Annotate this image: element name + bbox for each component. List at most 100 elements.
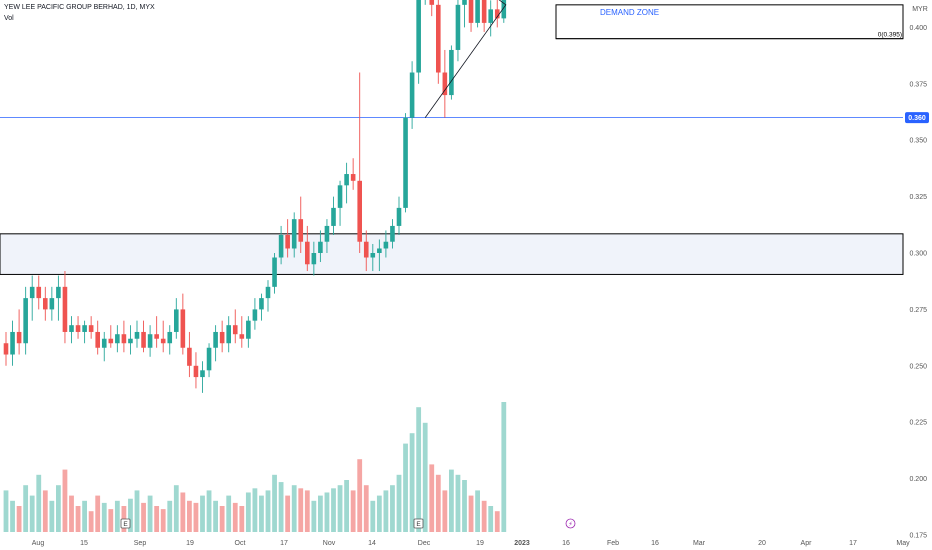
volume-bar <box>272 474 277 532</box>
candle-body <box>160 338 166 344</box>
currency-label: MYR <box>912 6 928 13</box>
volume-bar <box>173 485 179 532</box>
x-axis-tick: 19 <box>476 540 484 547</box>
volume-bar <box>29 495 35 532</box>
candle-body <box>357 180 362 242</box>
volume-bar <box>82 500 87 532</box>
candle-body <box>141 331 146 348</box>
volume-bar <box>49 500 55 532</box>
y-axis-tick: 0.300 <box>909 251 927 258</box>
volume-bar <box>318 495 323 532</box>
x-axis-tick: 17 <box>849 540 857 547</box>
volume-bar <box>350 490 356 532</box>
volume-label: Vol <box>4 15 14 22</box>
y-axis-tick: 0.175 <box>909 533 927 540</box>
candle-body <box>318 241 323 253</box>
volume-bar <box>311 500 317 532</box>
event-marker-label: E <box>123 521 128 528</box>
candle-body <box>232 325 238 335</box>
candle-body <box>49 298 55 310</box>
x-axis-tick: Apr <box>801 540 813 547</box>
volume-bar <box>298 488 304 532</box>
volume-bar <box>396 474 402 532</box>
y-axis-tick: 0.375 <box>909 81 927 88</box>
volume-bar <box>442 490 448 532</box>
candle-body <box>115 334 120 344</box>
event-marker-label: E <box>416 521 421 528</box>
volume-bar <box>337 485 343 532</box>
candle-body <box>134 331 140 339</box>
volume-bar <box>331 488 336 532</box>
candle-body <box>265 286 271 299</box>
candle-body <box>442 72 448 96</box>
candle-body <box>370 253 376 258</box>
candle-body <box>344 174 349 186</box>
candle-body <box>462 0 467 5</box>
candle-body <box>121 334 127 344</box>
volume-bar <box>422 422 428 532</box>
dividend-marker-icon <box>565 518 576 529</box>
candle-body <box>239 334 245 339</box>
chart-title: YEW LEE PACIFIC GROUP BERHAD, 1D, MYX <box>4 4 155 11</box>
price-label-badge <box>905 112 929 124</box>
candle-body <box>82 325 87 332</box>
candle-body <box>36 286 42 299</box>
volume-bar <box>23 485 29 532</box>
candle-body <box>455 4 461 50</box>
volume-bar <box>383 490 389 532</box>
candle-body <box>43 298 48 310</box>
x-axis-tick: 16 <box>651 540 659 547</box>
y-axis-tick: 0.200 <box>909 476 927 483</box>
volume-bar <box>56 485 61 532</box>
candle-body <box>128 338 133 344</box>
volume-bar <box>429 464 435 532</box>
volume-bar <box>88 511 94 532</box>
candle-body <box>416 0 421 73</box>
volume-bar <box>376 495 382 532</box>
volume-bar <box>160 509 166 532</box>
volume-bar <box>449 469 454 532</box>
x-axis-tick: Feb <box>607 540 619 547</box>
volume-bar <box>304 490 310 532</box>
zone-box <box>555 4 904 40</box>
candle-body <box>481 0 487 23</box>
triangle-pattern <box>424 0 507 118</box>
x-axis-tick: 20 <box>758 540 766 547</box>
candle-body <box>180 309 186 348</box>
y-axis-tick: 0.275 <box>909 307 927 314</box>
candle-body <box>331 207 336 226</box>
volume-bar <box>114 500 120 532</box>
price-label-text: 0.360 <box>908 115 926 122</box>
candle-body <box>226 325 231 344</box>
volume-bar <box>200 495 205 532</box>
x-axis-tick: Mar <box>693 540 706 547</box>
volume-bar <box>416 407 422 532</box>
volume-bar <box>403 443 408 532</box>
candle-body <box>259 298 264 310</box>
volume-bar <box>357 459 363 532</box>
candle-body <box>363 241 369 258</box>
candle-body <box>377 248 382 253</box>
fib-level-label: 0(0.395) <box>878 32 902 39</box>
candle-body <box>29 286 35 299</box>
volume-bar <box>291 485 297 532</box>
candle-body <box>291 219 297 249</box>
candle-body <box>3 343 9 355</box>
candle-body <box>23 298 28 344</box>
candle-body <box>324 225 330 242</box>
volume-bar <box>494 511 500 532</box>
candle-body <box>272 257 277 287</box>
volume-bar <box>108 509 114 532</box>
volume-bar <box>363 485 369 532</box>
candle-body <box>200 370 205 378</box>
volume-bar <box>259 495 264 532</box>
volume-bar <box>187 500 192 532</box>
candle-body <box>337 185 343 208</box>
earnings-marker-icon <box>120 518 131 529</box>
candle-body <box>154 334 159 339</box>
candle-body <box>383 241 389 249</box>
candle-body <box>213 331 218 348</box>
volume-bar <box>239 506 245 532</box>
x-axis-tick: 2023 <box>514 540 530 547</box>
